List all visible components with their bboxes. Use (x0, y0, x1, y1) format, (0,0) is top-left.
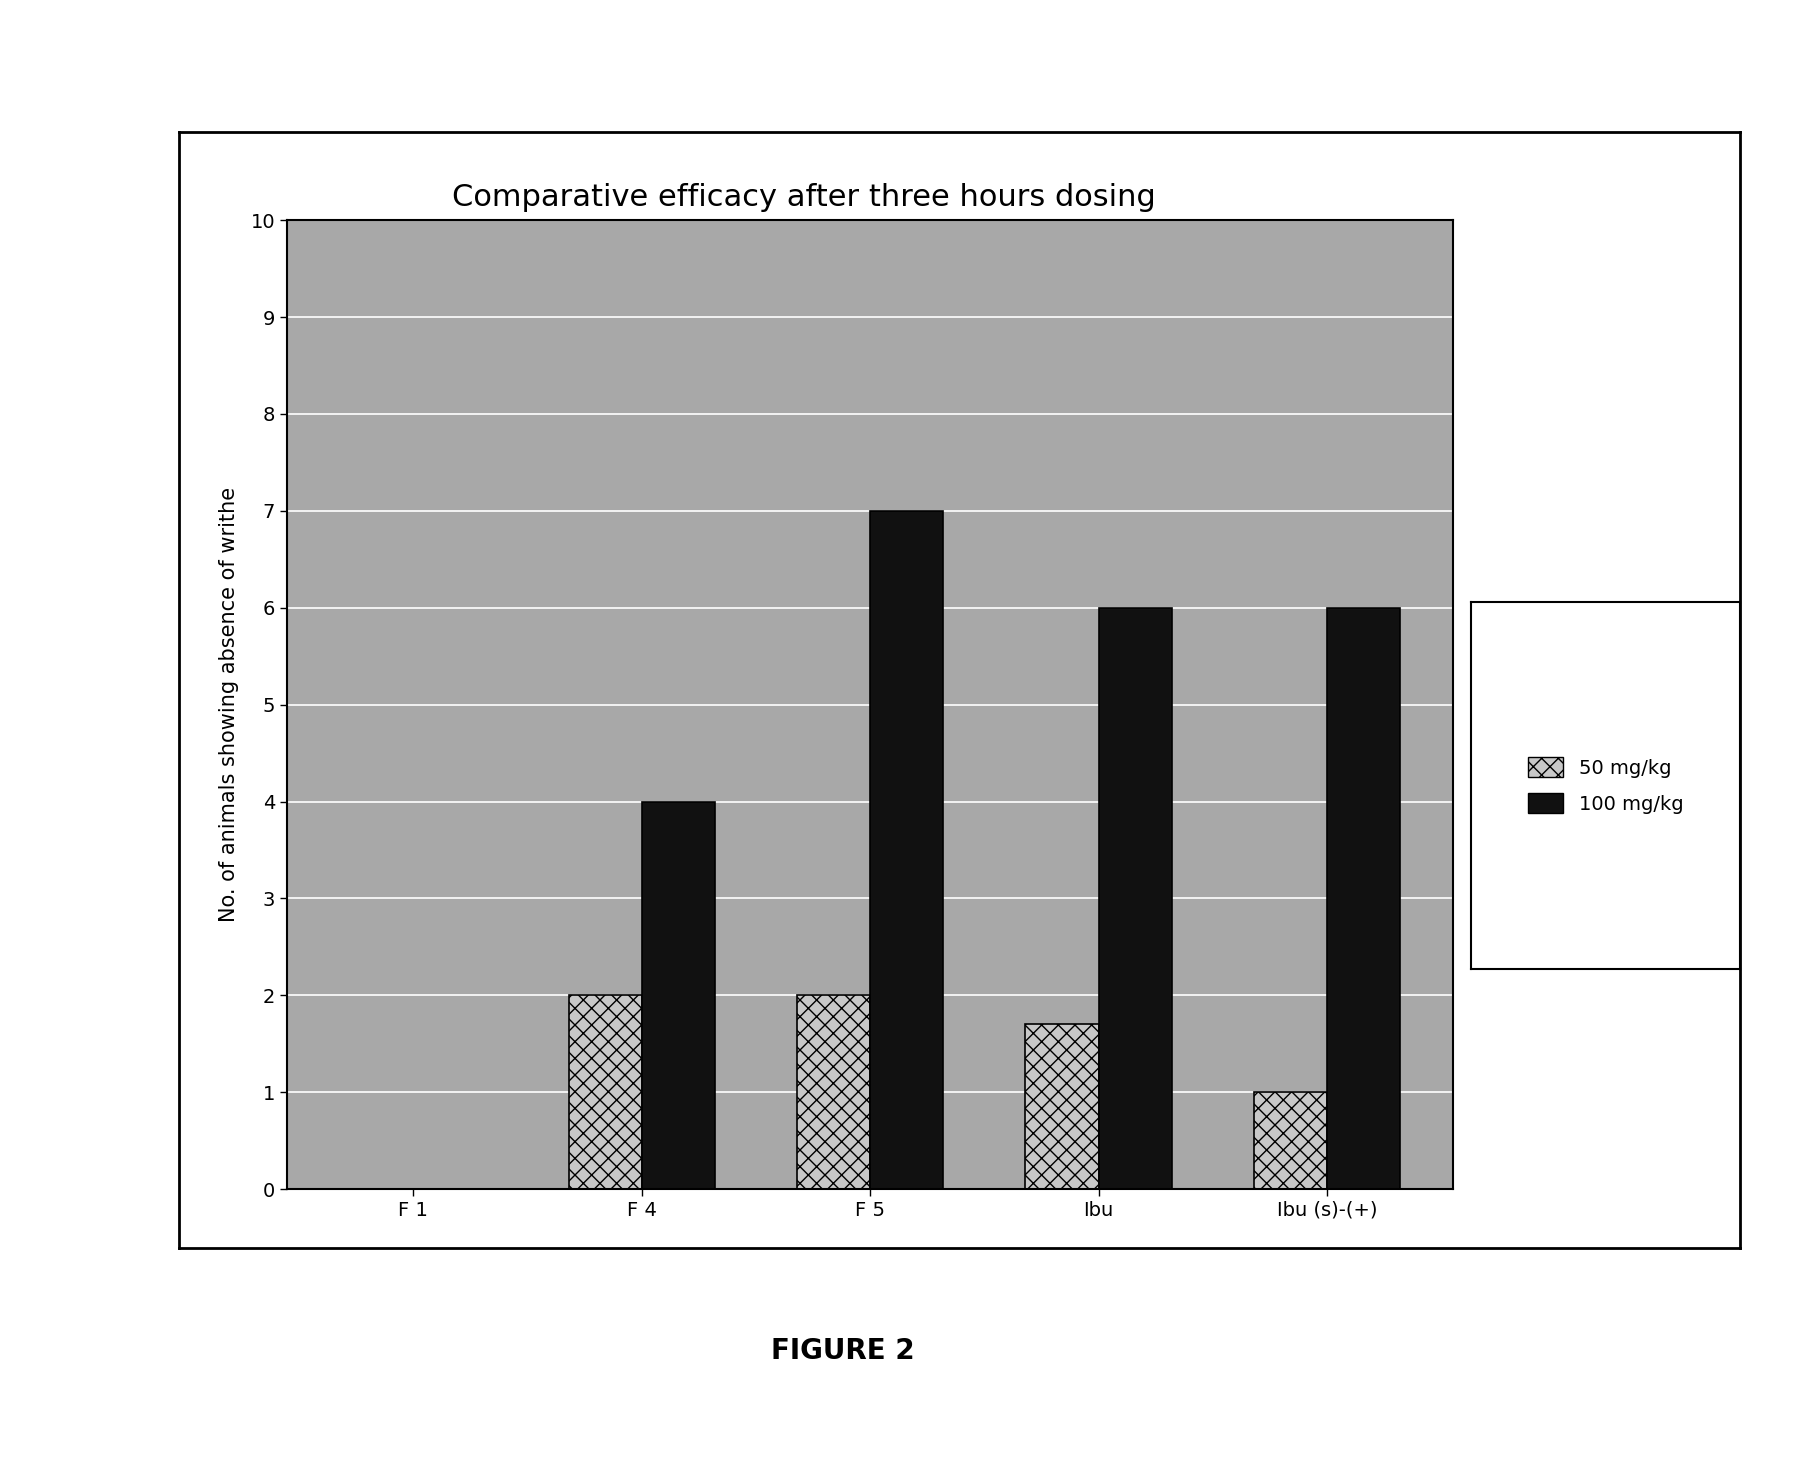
Bar (642, 802, 714, 1189)
Y-axis label: No. of animals showing absence of writhe: No. of animals showing absence of writhe (219, 487, 239, 922)
Bar (1098, 608, 1171, 1189)
Bar (1328, 608, 1399, 1189)
Bar (1254, 1092, 1328, 1189)
Bar (870, 511, 944, 1189)
Bar (797, 995, 870, 1189)
Text: FIGURE 2: FIGURE 2 (771, 1336, 915, 1365)
Bar (569, 995, 642, 1189)
Bar (1026, 1025, 1098, 1189)
Text: Comparative efficacy after three hours dosing: Comparative efficacy after three hours d… (452, 184, 1155, 213)
Legend: 50 mg/kg, 100 mg/kg: 50 mg/kg, 100 mg/kg (1518, 747, 1694, 824)
